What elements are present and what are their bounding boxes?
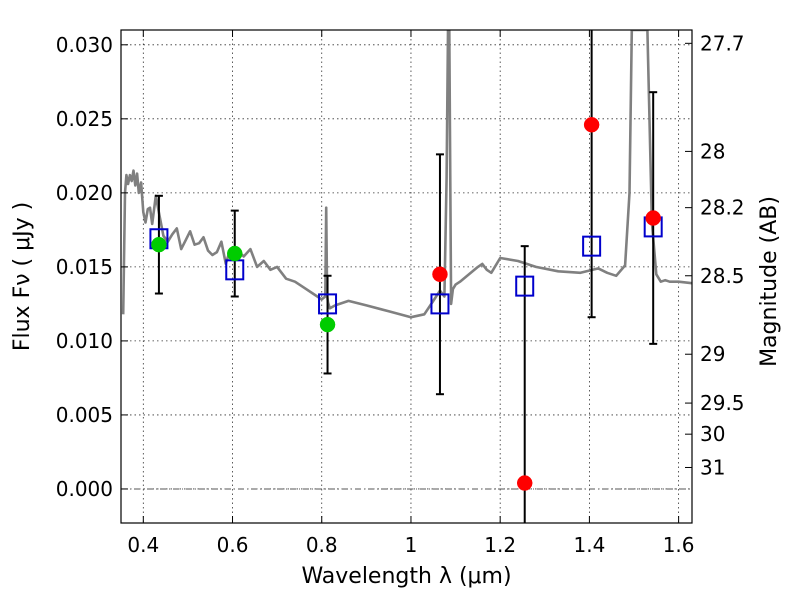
y2-tick-label: 27.7 <box>700 31 745 55</box>
plot-frame <box>120 29 693 524</box>
red-data-point <box>583 117 600 133</box>
green-data-point <box>319 316 336 333</box>
y-tick-label: 0.010 <box>56 329 113 353</box>
sed-template-line <box>121 30 692 319</box>
sed-layer <box>121 30 692 319</box>
tick-layer <box>121 30 692 523</box>
errorbar-layer <box>154 30 658 523</box>
x-tick-label: 0.8 <box>306 533 338 557</box>
y-tick-label: 0.020 <box>56 181 113 205</box>
grid-layer <box>121 30 692 523</box>
y2-axis-title: Magnitude (AB) <box>757 196 782 367</box>
tick-label-layer: 0.4 0.6 0.8 1 1.2 1.4 1.6 0.000 0.005 0.010 0.015 0… <box>56 31 745 557</box>
model-square-marker <box>318 293 338 315</box>
y-tick-label: 0.005 <box>56 403 113 427</box>
y2-tick-label: 28.2 <box>700 196 745 220</box>
x-tick-label: 1.4 <box>573 533 605 557</box>
x-axis-title: Wavelength λ (μm) <box>301 564 511 589</box>
model-square-marker <box>582 235 602 257</box>
y2-tick-label: 29 <box>700 342 725 366</box>
green-data-point <box>151 236 167 253</box>
x-tick-label: 1.2 <box>484 533 516 557</box>
observed-circle-layer <box>151 117 661 491</box>
y-axis-title: Flux Fν ( μJy ) <box>10 202 35 351</box>
red-data-point <box>516 475 533 491</box>
y2-tick-label: 28 <box>700 139 725 163</box>
model-square-marker <box>515 275 535 297</box>
green-data-point <box>227 245 243 262</box>
y-tick-label: 0.025 <box>56 107 113 131</box>
x-tick-label: 1 <box>405 533 418 557</box>
y2-tick-label: 29.5 <box>700 391 745 415</box>
x-tick-label: 0.4 <box>127 533 159 557</box>
y2-tick-label: 31 <box>700 455 725 479</box>
x-tick-label: 1.6 <box>663 533 695 557</box>
red-data-point <box>432 266 448 283</box>
model-square-layer <box>149 216 663 315</box>
y2-tick-label: 30 <box>700 422 725 446</box>
x-tick-label: 0.6 <box>217 533 249 557</box>
y2-tick-label: 28.5 <box>700 264 745 288</box>
y-tick-label: 0.015 <box>56 255 113 279</box>
model-square-marker <box>430 293 450 315</box>
red-data-point <box>645 210 661 226</box>
y-tick-label: 0.030 <box>56 33 113 57</box>
y-tick-label: 0.000 <box>56 477 113 501</box>
